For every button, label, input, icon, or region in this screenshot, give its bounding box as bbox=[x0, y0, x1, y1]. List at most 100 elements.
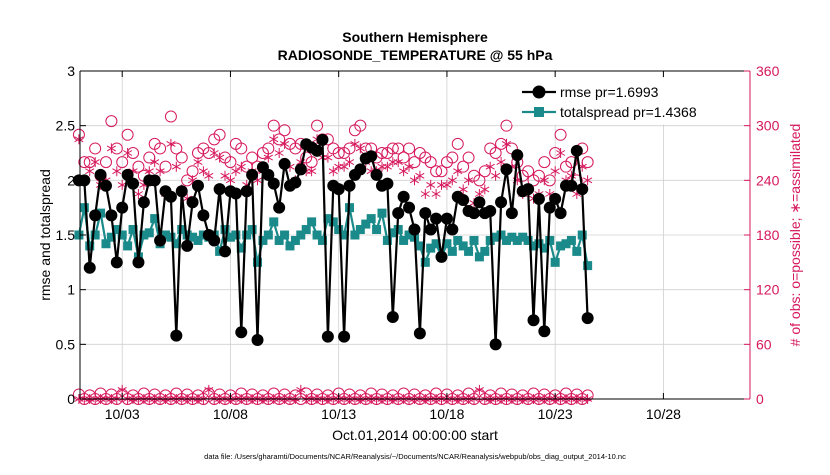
totalspread-point bbox=[79, 203, 89, 213]
possible-obs-marker bbox=[489, 147, 502, 159]
rmse-point bbox=[532, 192, 545, 205]
assimilated-obs-marker bbox=[583, 175, 593, 186]
possible-obs-marker bbox=[311, 119, 324, 132]
possible-obs-marker bbox=[99, 156, 112, 169]
totalspread-point bbox=[171, 239, 181, 249]
totalspread-point bbox=[177, 225, 187, 235]
assimilated-obs-marker bbox=[409, 175, 420, 186]
totalspread-point bbox=[236, 243, 246, 253]
assimilated-obs-marker bbox=[323, 152, 333, 163]
rmse-point bbox=[219, 245, 232, 258]
possible-obs-marker bbox=[116, 156, 129, 169]
rmse-point bbox=[289, 176, 302, 189]
rmse-point bbox=[570, 144, 583, 157]
rmse-point bbox=[208, 234, 221, 247]
assimilated-obs-marker bbox=[556, 148, 566, 158]
totalspread-point bbox=[431, 239, 441, 249]
possible-obs-marker bbox=[332, 147, 345, 159]
totalspread-point bbox=[225, 232, 235, 242]
totalspread-point bbox=[561, 239, 571, 249]
totalspread-point bbox=[150, 214, 160, 224]
assimilated-obs-marker bbox=[209, 148, 219, 158]
rmse-point bbox=[511, 149, 524, 162]
y-tick-label-right: 240 bbox=[756, 172, 780, 188]
possible-obs-marker bbox=[154, 142, 167, 155]
totalspread-point bbox=[90, 230, 100, 240]
totalspread-point bbox=[485, 235, 495, 245]
totalspread-point bbox=[123, 241, 133, 251]
totalspread-point bbox=[188, 232, 198, 242]
rmse-point bbox=[251, 333, 264, 346]
totalspread-point bbox=[399, 235, 409, 245]
rmse-point bbox=[332, 183, 345, 196]
totalspread-point bbox=[166, 232, 176, 242]
y-tick-label-left: 0 bbox=[67, 391, 75, 407]
assimilated-obs-marker bbox=[404, 161, 414, 172]
x-tick-label: 10/28 bbox=[646, 406, 681, 422]
totalspread-point bbox=[583, 261, 593, 271]
chart-subtitle: RADIOSONDE_TEMPERATURE @ 55 hPa bbox=[278, 47, 553, 63]
totalspread-point bbox=[556, 241, 566, 251]
rmse-point bbox=[197, 209, 210, 222]
totalspread-point bbox=[112, 225, 122, 235]
totalspread-point bbox=[301, 225, 311, 235]
y-tick-label-right: 60 bbox=[756, 336, 772, 352]
rmse-point bbox=[338, 330, 351, 343]
totalspread-point bbox=[453, 235, 463, 245]
possible-obs-marker bbox=[375, 147, 388, 159]
assimilated-obs-marker bbox=[220, 170, 230, 181]
rmse-point bbox=[181, 239, 194, 252]
assimilated-obs-marker bbox=[155, 166, 165, 177]
rmse-point bbox=[370, 168, 383, 181]
assimilated-obs-marker bbox=[296, 384, 306, 395]
rmse-point bbox=[99, 179, 112, 192]
assimilated-obs-marker bbox=[453, 166, 463, 177]
assimilated-obs-marker bbox=[539, 175, 549, 186]
totalspread-point bbox=[161, 230, 171, 240]
rmse-point bbox=[164, 190, 177, 203]
totalspread-point bbox=[572, 246, 582, 256]
rmse-point bbox=[343, 179, 356, 192]
assimilated-obs-marker bbox=[231, 166, 241, 177]
x-tick-label: 10/13 bbox=[321, 406, 356, 422]
assimilated-obs-marker bbox=[415, 170, 425, 181]
totalspread-point bbox=[74, 230, 84, 240]
rmse-point bbox=[489, 338, 502, 351]
totalspread-point bbox=[464, 246, 474, 256]
rmse-point bbox=[311, 144, 324, 157]
legend-marker bbox=[532, 85, 546, 99]
assimilated-obs-marker bbox=[150, 157, 160, 168]
totalspread-point bbox=[469, 235, 479, 245]
rmse-point bbox=[457, 194, 470, 207]
totalspread-point bbox=[518, 232, 528, 242]
rmse-point bbox=[116, 201, 129, 214]
rmse-point bbox=[473, 196, 486, 209]
totalspread-point bbox=[361, 219, 371, 229]
possible-obs-marker bbox=[403, 142, 416, 155]
assimilated-obs-marker bbox=[501, 138, 512, 149]
possible-obs-marker bbox=[267, 119, 280, 132]
totalspread-point bbox=[442, 239, 452, 249]
legend-label: totalspread pr=1.4368 bbox=[560, 104, 697, 120]
rmse-point bbox=[419, 207, 432, 220]
rmse-point bbox=[522, 183, 535, 196]
assimilated-obs-marker bbox=[344, 157, 355, 168]
rmse-point bbox=[365, 150, 378, 163]
possible-obs-marker bbox=[224, 156, 237, 169]
totalspread-point bbox=[253, 257, 263, 267]
assimilated-obs-marker bbox=[474, 384, 484, 395]
assimilated-obs-marker bbox=[85, 166, 95, 177]
possible-obs-marker bbox=[164, 110, 177, 123]
legend-label: rmse pr=1.6993 bbox=[560, 84, 659, 100]
possible-obs-marker bbox=[500, 119, 513, 132]
rmse-point bbox=[127, 177, 140, 190]
assimilated-obs-marker bbox=[279, 138, 290, 149]
rmse-point bbox=[543, 201, 556, 214]
x-tick-label: 10/03 bbox=[105, 406, 140, 422]
assimilated-obs-marker bbox=[133, 189, 144, 199]
chart-title: Southern Hemisphere bbox=[342, 29, 488, 45]
assimilated-obs-marker bbox=[442, 179, 452, 190]
rmse-point bbox=[240, 185, 253, 198]
y-axis-label-left: rmse and totalspread bbox=[37, 169, 53, 301]
totalspread-point bbox=[534, 239, 544, 249]
